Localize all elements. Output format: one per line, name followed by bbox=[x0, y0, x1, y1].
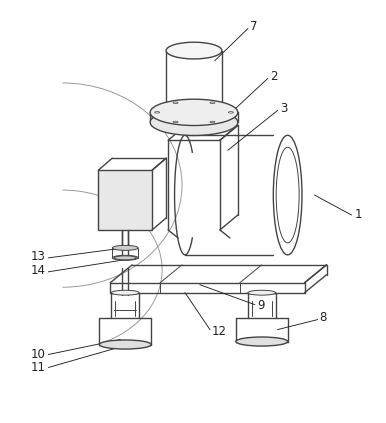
Ellipse shape bbox=[150, 109, 238, 135]
Text: 13: 13 bbox=[30, 250, 46, 264]
Ellipse shape bbox=[111, 290, 139, 295]
Ellipse shape bbox=[248, 290, 276, 295]
Ellipse shape bbox=[155, 112, 160, 113]
Text: 12: 12 bbox=[212, 325, 227, 338]
Polygon shape bbox=[98, 170, 152, 230]
Ellipse shape bbox=[112, 245, 138, 250]
Text: 10: 10 bbox=[30, 348, 46, 361]
Text: 14: 14 bbox=[30, 264, 46, 277]
Ellipse shape bbox=[210, 121, 215, 123]
Text: 3: 3 bbox=[280, 102, 287, 115]
Ellipse shape bbox=[236, 337, 288, 346]
Text: 9: 9 bbox=[257, 299, 264, 312]
Text: 7: 7 bbox=[250, 20, 257, 33]
Text: 11: 11 bbox=[30, 361, 46, 374]
Ellipse shape bbox=[210, 102, 215, 104]
Ellipse shape bbox=[166, 42, 222, 59]
Ellipse shape bbox=[173, 121, 178, 123]
Ellipse shape bbox=[112, 255, 138, 260]
Ellipse shape bbox=[150, 99, 238, 126]
Ellipse shape bbox=[114, 256, 136, 260]
Text: 8: 8 bbox=[320, 311, 327, 324]
Text: 1: 1 bbox=[354, 209, 362, 222]
Ellipse shape bbox=[173, 102, 178, 104]
Ellipse shape bbox=[229, 112, 234, 113]
Ellipse shape bbox=[99, 340, 151, 349]
Text: 2: 2 bbox=[270, 70, 277, 83]
